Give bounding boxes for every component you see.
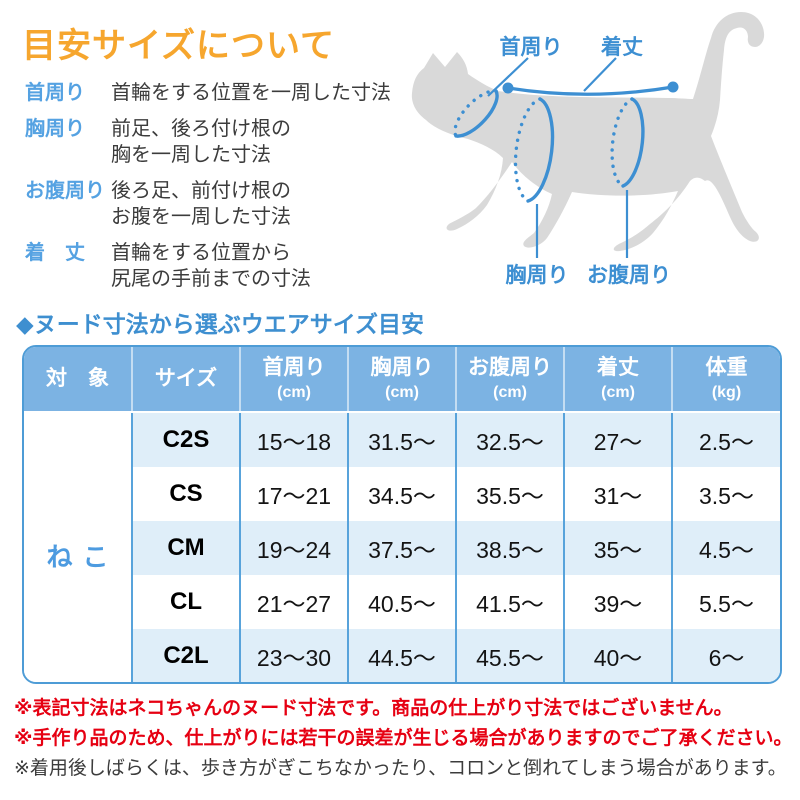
belly-value: 35.5～ (455, 467, 564, 521)
note-nude-size: ※表記寸法はネコちゃんのヌード寸法です。商品の仕上がり寸法ではございません。 (14, 698, 733, 719)
definition-description: 首輪をする位置から 尻尾の手前までの寸法 (111, 242, 311, 290)
cat-silhouette (411, 12, 765, 252)
measurement-definitions: 首周り 首輪をする位置を一周した寸法 胸周り 前足、後ろ付け根の 胸を一周した寸… (25, 80, 405, 302)
table-bottom-spacer (24, 683, 780, 684)
belly-value: 32.5～ (455, 412, 564, 467)
definition-chest: 胸周り 前足、後ろ付け根の 胸を一周した寸法 (25, 116, 405, 168)
diagram-label-neck: 首周り (500, 35, 563, 59)
weight-value: 2.5～ (671, 412, 780, 467)
table-row: CL 21～27 40.5～ 41.5～ 39～ 5.5～ (24, 575, 780, 629)
definition-description: 後ろ足、前付け根の お腹を一周した寸法 (111, 180, 291, 228)
size-label: CS (131, 467, 240, 521)
chest-value: 44.5～ (347, 629, 456, 682)
definition-belly: お腹周り 後ろ足、前付け根の お腹を一周した寸法 (25, 178, 405, 230)
definition-neck: 首周り 首輪をする位置を一周した寸法 (25, 80, 405, 106)
belly-value: 45.5～ (455, 629, 564, 682)
note-handmade: ※手作り品のため、仕上がりには若干の誤差が生じる場合がありますのでご了承ください… (14, 728, 793, 749)
chest-value: 31.5～ (347, 412, 456, 467)
belly-value: 41.5～ (455, 575, 564, 629)
definition-term: 着 丈 (25, 242, 85, 264)
note-after-wearing: ※着用後しばらくは、歩き方がぎこちなかったり、コロンと倒れてしまう場合があります… (14, 758, 787, 779)
back-length-dot-right (667, 81, 679, 93)
neck-value: 23～30 (239, 629, 348, 682)
header-length: 着丈 (cm) (563, 347, 672, 413)
definition-term: 首周り (25, 82, 85, 104)
neck-ring-solid (454, 89, 499, 138)
length-value: 35～ (563, 521, 672, 575)
header-size: サイズ (131, 347, 240, 413)
length-leader-line (583, 57, 617, 92)
neck-value: 21～27 (239, 575, 348, 629)
table-header-row: 対 象 サイズ 首周り (cm) 胸周り (cm) お腹周り (cm) (24, 347, 780, 413)
header-weight: 体重 (kg) (671, 347, 780, 413)
diagram-label-chest: 胸周り (506, 263, 569, 287)
size-label: CL (131, 575, 240, 629)
length-value: 40～ (563, 629, 672, 682)
page-title: 目安サイズについて (22, 27, 335, 65)
weight-value: 4.5～ (671, 521, 780, 575)
table-row: C2L 23～30 44.5～ 45.5～ 40～ 6～ (24, 629, 780, 682)
weight-value: 6～ (671, 629, 780, 682)
neck-value: 15～18 (239, 412, 348, 467)
table-row: CS 17～21 34.5～ 35.5～ 31～ 3.5～ (24, 467, 780, 521)
definition-description: 前足、後ろ付け根の 胸を一周した寸法 (111, 118, 291, 166)
back-length-line (507, 85, 674, 96)
back-length-dot-left (502, 82, 514, 94)
weight-value: 3.5～ (671, 467, 780, 521)
length-value: 39～ (563, 575, 672, 629)
length-value: 31～ (563, 467, 672, 521)
footer-notes: ※表記寸法はネコちゃんのヌード寸法です。商品の仕上がり寸法ではございません。 ※… (14, 694, 794, 784)
diagram-label-belly: お腹周り (587, 263, 671, 287)
definition-length: 着 丈 首輪をする位置から 尻尾の手前までの寸法 (25, 240, 405, 292)
neck-value: 17～21 (239, 467, 348, 521)
diagram-label-length: 着丈 (600, 35, 643, 59)
size-table-heading: ◆ヌード寸法から選ぶウエアサイズ目安 (16, 311, 424, 337)
cat-measurement-diagram: 首周り 着丈 胸周り お腹周り (411, 12, 765, 287)
header-chest: 胸周り (cm) (347, 347, 456, 413)
weight-value: 5.5～ (671, 575, 780, 629)
chest-value: 40.5～ (347, 575, 456, 629)
length-value: 27～ (563, 412, 672, 467)
size-label: CM (131, 521, 240, 575)
size-table-container: 対 象 サイズ 首周り (cm) 胸周り (cm) お腹周り (cm) (22, 345, 782, 684)
neck-ring-dotted (453, 89, 498, 138)
size-label: C2L (131, 629, 240, 682)
belly-value: 38.5～ (455, 521, 564, 575)
chest-value: 37.5～ (347, 521, 456, 575)
table-row: CM 19～24 37.5～ 38.5～ 35～ 4.5～ (24, 521, 780, 575)
belly-ring-dotted (610, 97, 634, 188)
size-table: 対 象 サイズ 首周り (cm) 胸周り (cm) お腹周り (cm) (24, 347, 780, 684)
definition-description: 首輪をする位置を一周した寸法 (111, 82, 391, 104)
neck-leader-line (487, 57, 529, 97)
chest-value: 34.5～ (347, 467, 456, 521)
size-label: C2S (131, 412, 240, 467)
header-belly: お腹周り (cm) (455, 347, 564, 413)
chest-ring-solid (526, 97, 555, 203)
chest-ring-dotted (513, 97, 542, 203)
target-animal-cell: ねこ (24, 412, 132, 682)
header-neck: 首周り (cm) (239, 347, 348, 413)
definition-term: 胸周り (25, 118, 85, 140)
definition-term: お腹周り (25, 180, 105, 202)
belly-ring-solid (621, 97, 645, 188)
table-row: ねこ C2S 15～18 31.5～ 32.5～ 27～ 2.5～ (24, 412, 780, 682)
neck-value: 19～24 (239, 521, 348, 575)
header-target: 対 象 (24, 347, 132, 413)
